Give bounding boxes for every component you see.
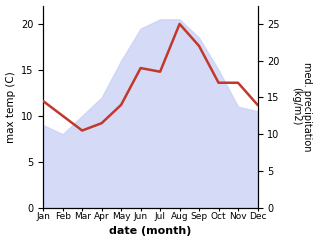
Y-axis label: max temp (C): max temp (C): [5, 71, 16, 143]
Y-axis label: med. precipitation
(kg/m2): med. precipitation (kg/m2): [291, 62, 313, 151]
X-axis label: date (month): date (month): [109, 227, 191, 236]
